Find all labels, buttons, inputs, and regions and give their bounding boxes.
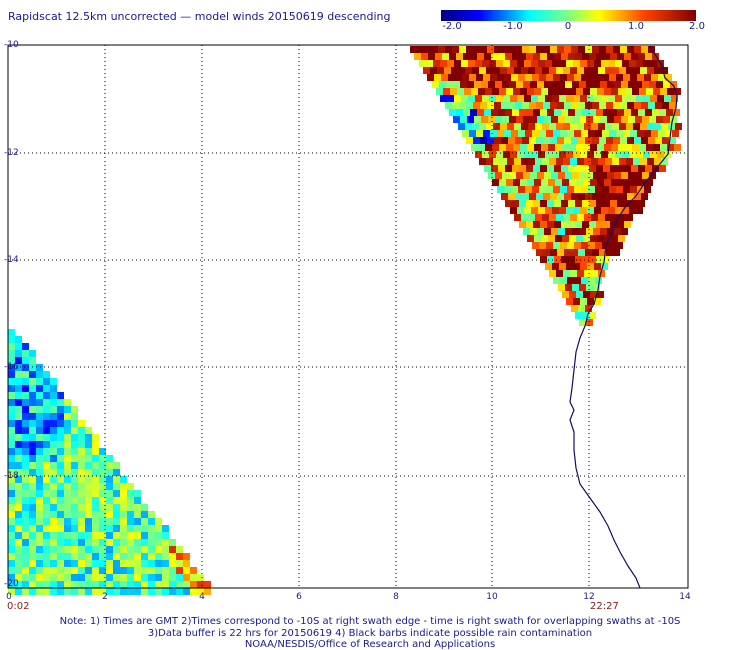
colorbar-label-max: 2.0: [689, 21, 705, 32]
map-title: Rapidscat 12.5km uncorrected — model win…: [8, 10, 391, 23]
time-label-right: 22:27: [590, 601, 619, 612]
x-label-4: 4: [199, 592, 205, 602]
y-label-12: -12: [4, 148, 19, 158]
y-label-14: -14: [4, 255, 19, 265]
note-line-2: 3)Data buffer is 22 hrs for 20150619 4) …: [147, 628, 593, 639]
x-label-10: 10: [486, 592, 498, 602]
y-label-18: -18: [4, 471, 19, 481]
x-label-2: 2: [102, 592, 108, 602]
x-label-0: 0: [6, 592, 12, 602]
y-label-20: -20: [4, 579, 19, 589]
colorbar-label-neg1: -1.0: [503, 21, 523, 32]
colorbar-label-min: -2.0: [442, 21, 462, 32]
time-label-left: 0:02: [7, 601, 30, 612]
x-label-8: 8: [393, 592, 399, 602]
colorbar-label-zero: 0: [564, 21, 572, 32]
y-label-10: -10: [4, 40, 19, 50]
x-label-6: 6: [296, 592, 302, 602]
colorbar-label-pos1: 1.0: [628, 21, 644, 32]
y-label-16: -16: [4, 362, 19, 372]
x-label-12: 12: [583, 592, 595, 602]
colorbar: [441, 10, 696, 21]
map-frame: [7, 44, 689, 589]
data-cells: [8, 46, 682, 595]
x-label-14: 14: [679, 592, 691, 602]
note-line-3: NOAA/NESDIS/Office of Research and Appli…: [244, 639, 496, 650]
colorbar-gradient: [441, 10, 696, 21]
coastline: [569, 45, 678, 589]
note-line-1: Note: 1) Times are GMT 2)Times correspon…: [59, 616, 681, 627]
